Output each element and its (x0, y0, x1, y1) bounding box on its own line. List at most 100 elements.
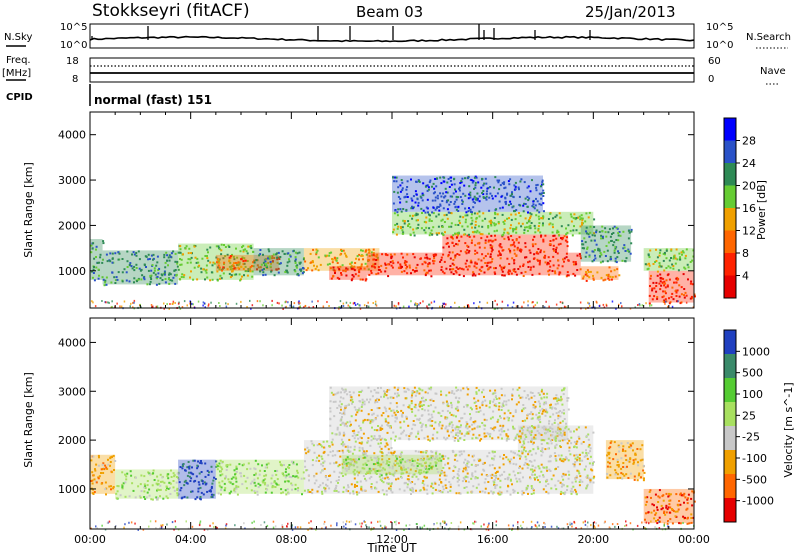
vel-cbar-tick-label: -25 (742, 431, 760, 444)
vel-echo-region (605, 440, 646, 482)
vel-echo-region (115, 469, 180, 501)
freq-label: Freq. (6, 55, 31, 66)
vel-xtick-label: 08:00 (275, 533, 307, 546)
date-label: 25/Jan/2013 (585, 3, 676, 21)
vel-echo-region (392, 449, 520, 496)
power-panel: 1000 2000 3000 4000 Slant Range [km] (22, 111, 696, 310)
nsky-trace (89, 35, 695, 43)
nsky-left-tick-bottom: 10^0 (60, 40, 87, 51)
power-ytick-label: 2000 (58, 219, 86, 232)
power-echo-region (643, 248, 695, 273)
power-cbar-tick-label: 24 (742, 157, 756, 170)
vel-cbar-swatch (724, 378, 736, 402)
vel-cbar-swatch (724, 426, 736, 450)
power-echo-region (303, 248, 381, 273)
vel-cbar-frame (723, 329, 737, 523)
vel-echo-region (329, 386, 571, 442)
vel-cbar-swatch (724, 354, 736, 378)
vel-echo-region (90, 454, 117, 496)
vel-xtick-label: 00:00 (74, 533, 106, 546)
vel-echo-region (643, 488, 696, 525)
power-echo-region (366, 252, 582, 278)
power-cbar-swatch (724, 185, 736, 208)
vel-echo-region (178, 459, 218, 501)
power-cbar-tick-label: 4 (742, 270, 749, 283)
vel-echo-region (341, 454, 445, 477)
velocity-colorbar: 1000 500 100 25 -25 -100 -500 -1000 (723, 329, 774, 523)
power-colorbar-label: Power [dB] (755, 180, 768, 240)
vel-ytick-label: 4000 (58, 336, 86, 349)
power-ytick-label: 3000 (58, 174, 86, 187)
freq-panel-frame (89, 57, 695, 83)
vel-cbar-tick-label: -1000 (742, 495, 774, 508)
power-ytick-label: 1000 (58, 265, 86, 278)
power-yticks: 1000 2000 3000 4000 (58, 129, 694, 278)
vel-cbar-tick-label: 500 (742, 367, 763, 380)
power-ground-scatter (91, 299, 695, 310)
power-cbar-tick-label: 28 (742, 135, 756, 148)
vel-cbar-tick-label: 25 (742, 409, 756, 422)
vel-cbar-swatch (724, 498, 736, 522)
vel-cbar-tick-label: 100 (742, 388, 763, 401)
nsky-panel-frame (89, 23, 695, 49)
nave-right-tick-top: 60 (708, 56, 721, 67)
vel-echo-region (517, 425, 596, 496)
power-echo-region (580, 225, 633, 264)
nsky-label: N.Sky (4, 32, 32, 43)
power-cbar-tick-label: 8 (742, 247, 749, 260)
vel-ytick-label: 3000 (58, 385, 86, 398)
power-echo-region (90, 239, 105, 282)
nave-right-tick-bottom: 0 (708, 74, 714, 85)
power-echo-region (580, 266, 621, 282)
velocity-yticks: 1000 2000 3000 4000 (58, 336, 694, 496)
nsky-left-tick-top: 10^5 (60, 22, 87, 33)
nsky-right-tick-top: 10^5 (706, 22, 733, 33)
freq-unit-label: [MHz] (2, 68, 31, 79)
vel-xtick-label: 04:00 (175, 533, 207, 546)
freq-left-tick-bottom: 8 (72, 74, 78, 85)
beam-label: Beam 03 (356, 3, 423, 21)
power-cbar-tick-label: 16 (742, 202, 756, 215)
vel-xtick-label: 20:00 (577, 533, 609, 546)
power-ylabel: Slant Range [km] (22, 162, 35, 258)
vel-ytick-label: 1000 (58, 483, 86, 496)
vel-cbar-tick-label: -500 (742, 473, 767, 486)
velocity-colorbar-label: Velocity [m s^-1] (782, 382, 795, 477)
velocity-xticks: 00:00 04:00 08:00 12:00 16:00 20:00 00:00 (74, 318, 710, 546)
power-echo-region (102, 250, 180, 287)
power-cbar-tick-label: 20 (742, 180, 756, 193)
nsky-spikes (91, 24, 591, 40)
vel-echo-region (303, 440, 394, 496)
power-echo-region (648, 270, 696, 305)
time-axis-label: Time UT (366, 541, 417, 554)
nsearch-label: N.Search (746, 32, 791, 43)
nsky-right-tick-bottom: 10^0 (706, 40, 733, 51)
power-echo-region (253, 248, 305, 277)
vel-xtick-label: 16:00 (477, 533, 509, 546)
power-cbar-swatch (724, 230, 736, 253)
power-cbar-swatch (724, 208, 736, 231)
nave-label: Nave (760, 66, 786, 77)
freq-left-tick-top: 18 (66, 56, 79, 67)
vel-cbar-tick-label: 1000 (742, 345, 770, 358)
power-ytick-label: 4000 (58, 129, 86, 142)
cpid-label: CPID (6, 92, 33, 103)
power-cbar-swatch (724, 140, 736, 163)
cpid-mode: normal (fast) 151 (94, 93, 212, 107)
vel-cbar-tick-label: -100 (742, 452, 767, 465)
velocity-panel: 1000 2000 3000 4000 00:00 04:00 08:00 12:00 16:… (22, 317, 710, 554)
velocity-ylabel: Slant Range [km] (22, 372, 35, 468)
power-cbar-tick-label: 12 (742, 225, 756, 238)
power-cbar-swatch (724, 275, 736, 298)
vel-cbar-swatch (724, 474, 736, 498)
power-cbar-swatch (724, 163, 736, 186)
power-echo-region (442, 234, 569, 255)
power-data (90, 175, 696, 310)
vel-xtick-label: 00:00 (678, 533, 710, 546)
power-xticks (89, 112, 695, 308)
vel-echo-region (215, 459, 306, 496)
power-cbar-swatch (724, 118, 736, 141)
power-echo-region (178, 243, 255, 282)
station-title: Stokkseyri (fitACF) (92, 1, 250, 21)
